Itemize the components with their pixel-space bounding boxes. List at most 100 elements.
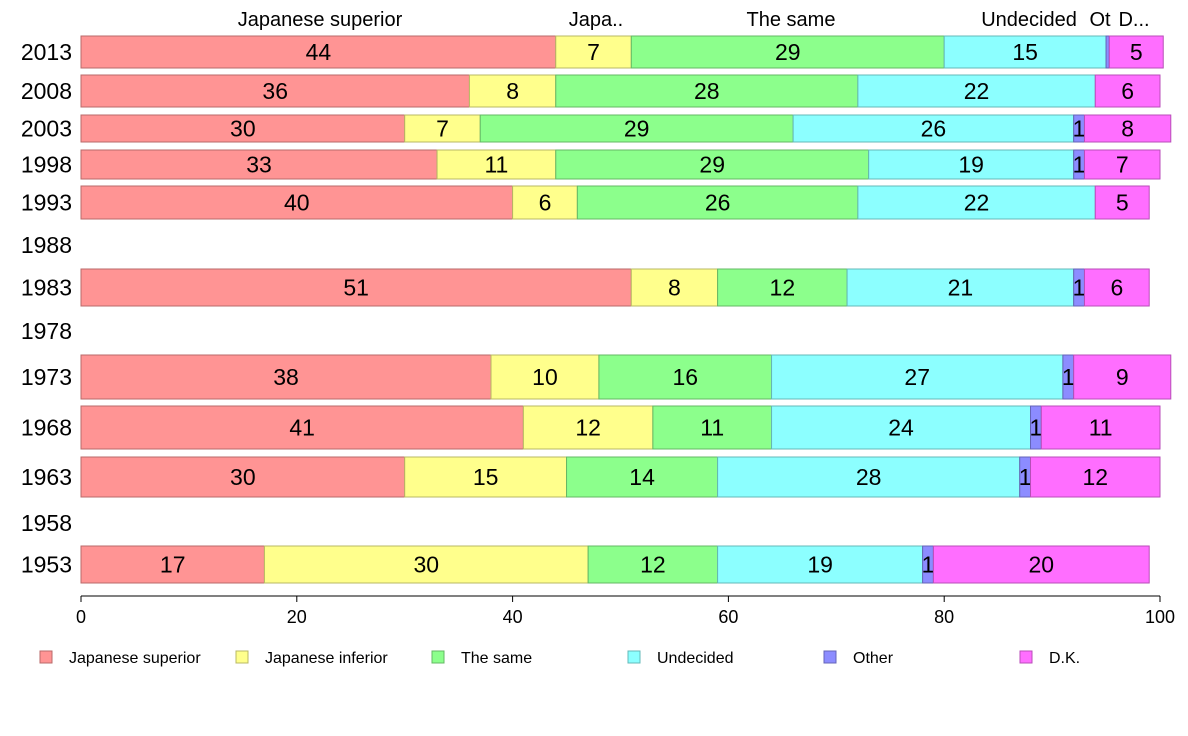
x-tick-label: 100: [1145, 607, 1175, 627]
bar-segment: [80, 185, 514, 220]
data-label: 38: [273, 364, 299, 390]
legend-label: D.K.: [1049, 650, 1080, 667]
bar-segment: [1040, 405, 1161, 450]
data-label: 20: [1029, 552, 1055, 578]
column-header-label: D...: [1118, 9, 1149, 31]
bar-segment: [80, 268, 632, 307]
year-label: 1963: [21, 464, 72, 490]
data-label: 8: [506, 78, 519, 104]
data-label: 1: [1062, 364, 1075, 390]
x-tick-label: 80: [934, 607, 954, 627]
bar-row: 1968 41 12 11 24 1 11: [21, 405, 1161, 450]
legend-swatch: [627, 650, 641, 664]
year-label: 2008: [21, 78, 72, 104]
data-label: 27: [904, 364, 930, 390]
year-label: 2003: [21, 116, 72, 142]
bar-segment: [1094, 74, 1161, 108]
data-label: 29: [624, 116, 650, 142]
data-label: 26: [705, 190, 731, 216]
data-label: 1: [1073, 116, 1086, 142]
data-label: 8: [1121, 116, 1134, 142]
bar-row: 1958: [21, 510, 72, 536]
legend-item: Other: [823, 650, 894, 667]
bar-segment: [468, 74, 557, 108]
data-label: 12: [640, 552, 666, 578]
bar-segment: [846, 268, 1075, 307]
x-tick-label: 40: [503, 607, 523, 627]
legend-swatch: [235, 650, 249, 664]
data-label: 1: [922, 552, 935, 578]
bar-segment: [792, 114, 1075, 143]
x-axis: 0 20 40 60 80 100: [76, 595, 1175, 627]
bar-segment: [555, 74, 859, 108]
bar-segment: [490, 354, 600, 400]
bar-row: 2013 44 7 29 15 5: [21, 35, 1164, 69]
data-label: 19: [807, 552, 833, 578]
x-tick-label: 0: [76, 607, 86, 627]
bar-segment: [1083, 114, 1172, 143]
data-label: 24: [888, 415, 914, 441]
data-label: 14: [629, 464, 655, 490]
column-header-label: Japa..: [569, 9, 623, 31]
data-label: 30: [230, 464, 256, 490]
column-header-labels: Japanese superior Japa.. The same Undeci…: [238, 9, 1150, 31]
bar-segment: [404, 456, 568, 498]
legend-swatch: [39, 650, 53, 664]
data-label: 8: [668, 275, 681, 301]
legend: Japanese superior Japanese inferior The sa…: [39, 650, 1080, 667]
bar-segment: [80, 35, 557, 69]
bar-segment: [566, 456, 719, 498]
year-label: 1988: [21, 232, 72, 258]
data-label: 36: [262, 78, 288, 104]
data-label: 51: [343, 275, 369, 301]
data-label: 28: [694, 78, 720, 104]
bar-row: 1973 38 10 16 27 1 9: [21, 354, 1172, 400]
data-label: 6: [1121, 78, 1134, 104]
data-label: 22: [964, 78, 990, 104]
data-label: 5: [1116, 190, 1129, 216]
data-label: 11: [700, 415, 724, 441]
legend-label: Other: [853, 650, 894, 667]
bar-segment: [479, 114, 794, 143]
year-label: 1958: [21, 510, 72, 536]
data-label: 29: [775, 39, 801, 65]
bar-segment: [1073, 354, 1172, 400]
bar-row: 2003 30 7 29 26 1 8: [21, 114, 1172, 143]
data-label: 41: [289, 415, 315, 441]
bar-row: 1993 40 6 26 22 5: [21, 185, 1150, 220]
column-header-label: The same: [747, 9, 836, 31]
data-label: 11: [1089, 415, 1113, 441]
legend-swatch: [1019, 650, 1033, 664]
data-label: 40: [284, 190, 310, 216]
bar-segment: [1083, 268, 1150, 307]
bar-segment: [555, 35, 632, 69]
data-label: 7: [1116, 152, 1129, 178]
data-label: 21: [948, 275, 974, 301]
legend-label: Undecided: [657, 650, 734, 667]
data-label: 5: [1130, 39, 1143, 65]
year-label: 1993: [21, 190, 72, 216]
bar-segment: [80, 545, 265, 584]
data-label: 17: [160, 552, 186, 578]
data-label: 9: [1116, 364, 1129, 390]
legend-item: Japanese inferior: [235, 650, 388, 667]
bar-segment: [80, 149, 438, 180]
data-label: 11: [484, 152, 508, 178]
bar-segment: [771, 354, 1064, 400]
bar-segment: [512, 185, 578, 220]
legend-item: D.K.: [1019, 650, 1080, 667]
data-label: 12: [770, 275, 796, 301]
bar-segment: [1094, 185, 1150, 220]
data-label: 33: [246, 152, 272, 178]
bar-segment: [436, 149, 557, 180]
bar-segment: [717, 545, 924, 584]
legend-label: Japanese inferior: [265, 650, 388, 667]
data-label: 1: [1019, 464, 1032, 490]
bar-segment: [717, 456, 1021, 498]
bar-segment: [630, 35, 945, 69]
bar-segment: [630, 268, 719, 307]
year-label: 1968: [21, 415, 72, 441]
bar-segment: [555, 149, 870, 180]
bar-segment: [1030, 456, 1161, 498]
